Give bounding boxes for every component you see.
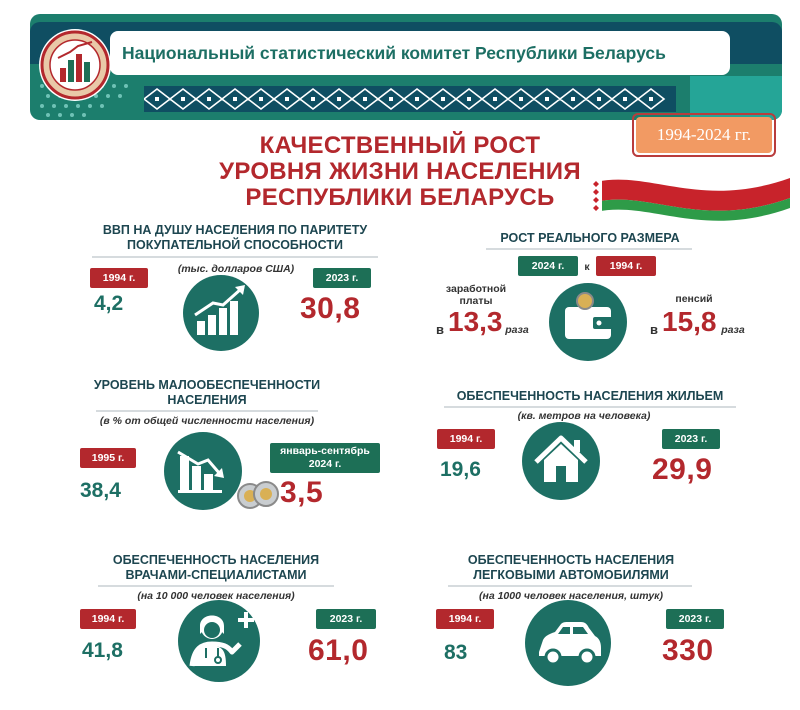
poverty-title-line-1: УРОВЕНЬ МАЛООБЕСПЕЧЕННОСТИ [93,378,321,392]
doctors-divider [98,585,334,587]
declining-chart-icon [177,450,224,493]
years-badge: 1994-2024 гг. [636,117,772,153]
real-growth-year-to-tag: 2024 г. [518,256,578,276]
years-badge-border [632,113,776,157]
housing-divider [444,406,736,408]
main-title-line-1: КАЧЕСТВЕННЫЙ РОСТ [259,132,541,159]
main-title-line-2: УРОВНЯ ЖИЗНИ НАСЕЛЕНИЯ [219,158,581,185]
gdp-title-line-2: ПОКУПАТЕЛЬНОЙ СПОСОБНОСТИ [127,238,343,252]
gdp-title-line-1: ВВП НА ДУШУ НАСЕЛЕНИЯ ПО ПАРИТЕТУ [102,223,368,237]
real-growth-title: РОСТ РЕАЛЬНОГО РАЗМЕРА [500,231,680,245]
car-icon [539,622,601,666]
cars-divider [448,585,692,587]
housing-value-to: 29,9 [652,453,713,486]
belarus-flag-ribbon-icon [592,178,790,221]
wallet-icon-circle [549,283,627,361]
organization-name: Национальный статистический комитет Респ… [122,43,666,63]
housing-note: (кв. метров на человека) [517,410,651,422]
doctors-title-line-2: ВРАЧАМИ-СПЕЦИАЛИСТАМИ [125,568,307,582]
growth-chart-icon [194,285,245,335]
cars-year-to-tag: 2023 г. [666,609,724,629]
wage-label-line-1: заработной [445,283,507,295]
wage-prefix: в [436,322,444,337]
real-growth-year-from-tag: 1994 г. [596,256,656,276]
pension-prefix: в [650,322,658,337]
poverty-period-line-1: январь-сентябрь [280,445,370,457]
car-icon-circle [525,600,611,686]
poverty-title-line-2: НАСЕЛЕНИЯ [167,393,247,407]
gdp-value-from: 4,2 [94,292,124,315]
real-growth-connector: к [584,261,590,273]
housing-year-to-tag: 2023 г. [662,429,720,449]
ornament-icon [144,86,676,112]
cars-title-line-1: ОБЕСПЕЧЕННОСТЬ НАСЕЛЕНИЯ [467,553,675,567]
belstat-emblem-icon [39,29,111,101]
cars-note: (на 1000 человек населения, штук) [479,590,663,602]
housing-year-from-tag: 1994 г. [437,429,495,449]
doctors-note: (на 10 000 человек населения) [137,590,295,602]
housing-value-from: 19,6 [440,458,481,481]
pension-growth-value: 15,8 [662,306,717,337]
wallet-icon [565,292,613,339]
doctors-value-to: 61,0 [308,634,369,667]
wage-unit: раза [505,324,529,336]
cars-year-from-tag: 1994 г. [436,609,494,629]
gdp-note: (тыс. долларов США) [177,263,295,275]
poverty-value-from: 38,4 [80,479,121,502]
gdp-year-to-tag: 2023 г. [313,268,371,288]
poverty-value-to: 3,5 [280,476,324,509]
poverty-period-line-2: 2024 г. [308,458,342,470]
wage-growth-value: 13,3 [448,306,503,337]
wage-label-line-2: платы [459,295,493,307]
pension-unit: раза [721,324,745,336]
real-growth-divider [486,248,692,250]
pension-label: пенсий [675,293,713,305]
poverty-period-tag: январь-сентябрь 2024 г. [270,443,380,473]
gdp-year-from-tag: 1994 г. [90,268,148,288]
doctors-value-from: 41,8 [82,639,123,662]
doctors-year-from-tag: 1994 г. [80,609,136,629]
main-title-line-3: РЕСПУБЛИКИ БЕЛАРУСЬ [245,184,555,211]
cars-value-to: 330 [662,634,714,667]
gdp-icon-circle [183,275,259,351]
cars-value-from: 83 [444,641,468,664]
poverty-note: (в % от общей численности населения) [99,415,315,427]
doctor-icon [189,612,254,667]
doctor-icon-circle [178,600,260,682]
poverty-divider [96,410,318,412]
poverty-year-from-tag: 1995 г. [80,448,136,468]
header-title-box [110,31,730,75]
gdp-divider [92,256,378,258]
poverty-icon-circle [164,432,242,510]
house-icon-circle [522,422,600,500]
gdp-value-to: 30,8 [300,292,361,325]
housing-title: ОБЕСПЕЧЕННОСТЬ НАСЕЛЕНИЯ ЖИЛЬЕМ [456,389,724,403]
header-accent [690,76,782,120]
doctors-year-to-tag: 2023 г. [316,609,376,629]
house-icon [534,435,588,482]
coins-icon [237,481,279,509]
cars-title-line-2: ЛЕГКОВЫМИ АВТОМОБИЛЯМИ [473,568,669,582]
doctors-title-line-1: ОБЕСПЕЧЕННОСТЬ НАСЕЛЕНИЯ [112,553,320,567]
